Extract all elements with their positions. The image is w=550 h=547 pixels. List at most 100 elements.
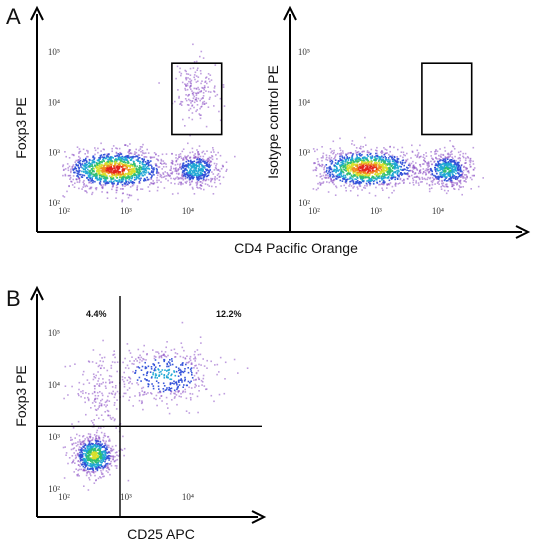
event-dot: [92, 462, 94, 464]
event-dot: [214, 179, 216, 181]
event-dot: [89, 445, 92, 447]
event-dot: [424, 169, 427, 172]
event-dot: [81, 463, 84, 466]
event-dot: [100, 154, 103, 156]
event-dot: [185, 70, 187, 73]
event-dot: [186, 84, 189, 87]
event-dot: [393, 162, 396, 164]
event-dot: [90, 182, 93, 184]
event-dot: [150, 160, 152, 162]
event-dot: [157, 186, 159, 189]
event-dot: [217, 151, 219, 154]
event-dot: [121, 376, 124, 378]
event-dot: [459, 179, 462, 182]
event-dot: [369, 169, 372, 172]
event-dot: [76, 433, 78, 436]
event-dot: [369, 171, 372, 174]
event-dot: [133, 174, 135, 176]
event-dot: [339, 147, 341, 149]
event-dot: [130, 171, 133, 174]
event-dot: [170, 167, 172, 169]
event-dot: [366, 172, 368, 174]
event-dot: [360, 178, 362, 180]
event-dot: [100, 178, 102, 181]
event-dot: [454, 177, 456, 179]
event-dot: [146, 162, 148, 164]
event-dot: [180, 374, 182, 376]
event-dot: [111, 162, 113, 164]
event-dot: [164, 351, 167, 353]
event-dot: [341, 164, 344, 167]
event-dot: [196, 395, 199, 398]
event-dot: [104, 447, 107, 450]
event-dot: [154, 369, 157, 372]
event-dot: [147, 152, 150, 154]
event-dot: [364, 163, 366, 165]
event-dot: [111, 171, 113, 174]
event-dot: [410, 157, 412, 159]
event-dot: [462, 155, 464, 158]
event-dot: [173, 370, 175, 372]
event-dot: [98, 460, 101, 462]
event-dot: [167, 361, 170, 363]
event-dot: [369, 180, 371, 183]
event-dot: [387, 168, 389, 170]
event-dot: [148, 380, 150, 382]
event-dot: [154, 163, 157, 165]
event-dot: [344, 161, 347, 163]
event-dot: [88, 454, 91, 457]
event-dot: [128, 157, 131, 159]
event-dot: [385, 157, 387, 159]
event-dot: [74, 363, 76, 365]
event-dot: [381, 163, 384, 165]
event-dot: [447, 152, 450, 155]
event-dot: [97, 452, 99, 454]
event-dot: [331, 160, 334, 163]
event-dot: [347, 178, 349, 180]
event-dot: [407, 167, 409, 169]
event-dot: [441, 167, 444, 169]
event-dot: [333, 158, 335, 160]
event-dot: [178, 384, 181, 386]
event-dot: [187, 172, 190, 174]
event-dot: [125, 176, 127, 179]
event-dot: [364, 173, 367, 176]
event-dot: [78, 475, 80, 477]
event-dot: [103, 451, 106, 453]
event-dot: [379, 180, 381, 183]
event-dot: [102, 167, 104, 170]
event-dot: [93, 450, 96, 452]
event-dot: [434, 164, 437, 167]
event-dot: [358, 153, 360, 156]
event-dot: [112, 177, 114, 179]
event-dot: [352, 171, 355, 174]
event-dot: [419, 169, 421, 172]
event-dot: [377, 177, 380, 179]
event-dot: [100, 444, 103, 446]
event-dot: [460, 174, 463, 176]
event-dot: [389, 170, 392, 172]
event-dot: [126, 168, 128, 170]
event-dot: [454, 169, 456, 172]
event-dot: [149, 173, 152, 176]
event-dot: [92, 448, 94, 451]
event-dot: [114, 356, 116, 359]
event-dot: [164, 171, 166, 173]
event-dot: [197, 151, 200, 153]
event-dot: [162, 176, 165, 178]
event-dot: [193, 379, 195, 381]
event-dot: [373, 156, 376, 158]
event-dot: [98, 377, 100, 380]
event-dot: [64, 446, 66, 448]
event-dot: [371, 179, 374, 181]
event-dot: [397, 165, 399, 168]
event-dot: [205, 159, 208, 162]
event-dot: [111, 176, 114, 178]
event-dot: [140, 188, 142, 190]
event-dot: [102, 177, 105, 179]
event-dot: [442, 163, 444, 166]
event-dot: [158, 179, 160, 182]
event-dot: [78, 446, 81, 448]
event-dot: [458, 156, 461, 159]
event-dot: [464, 177, 466, 179]
